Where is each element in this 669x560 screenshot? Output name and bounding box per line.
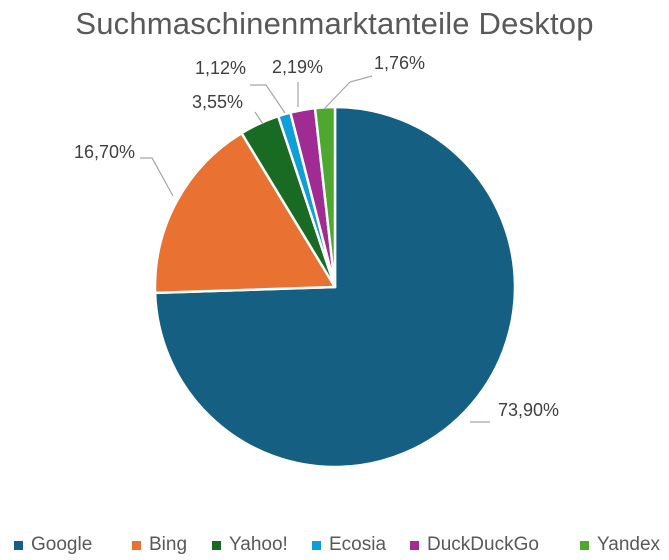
legend-swatch [14, 540, 23, 550]
leader-line [250, 84, 286, 114]
leader-line [140, 157, 174, 197]
legend: Google Bing Yahoo! Ecosia DuckDuckGo Yandex [0, 534, 669, 560]
data-label: 2,19% [272, 57, 323, 77]
data-label: 73,90% [498, 400, 559, 420]
legend-item: Google [14, 534, 92, 556]
legend-item: DuckDuckGo [410, 534, 539, 556]
legend-label: Google [31, 534, 93, 555]
pie-slices [153, 105, 517, 469]
legend-label: Yandex [597, 534, 661, 555]
pie-chart: 73,90% 16,70% 3,55% 1,12% 2,19% 1,76% [74, 53, 559, 469]
legend-swatch [580, 540, 589, 550]
legend-item: Ecosia [312, 534, 386, 556]
legend-label: DuckDuckGo [427, 534, 539, 555]
data-label: 3,55% [192, 92, 243, 112]
legend-label: Bing [149, 534, 188, 555]
legend-swatch [312, 540, 321, 550]
data-label: 1,76% [374, 53, 425, 73]
legend-swatch [410, 540, 419, 550]
pie-slice-bing [153, 131, 337, 295]
leader-lines [140, 75, 490, 423]
legend-item: Bing [132, 534, 187, 556]
data-label: 1,12% [195, 58, 246, 78]
legend-item: Yahoo! [212, 534, 288, 556]
legend-label: Ecosia [329, 534, 387, 555]
legend-label: Yahoo! [229, 534, 288, 555]
legend-item: Yandex [580, 534, 660, 556]
data-labels: 73,90% 16,70% 3,55% 1,12% 2,19% 1,76% [74, 53, 559, 420]
leader-line [324, 75, 373, 109]
chart-title: Suchmaschinenmarktanteile Desktop [75, 6, 594, 41]
data-label: 16,70% [74, 142, 135, 162]
legend-swatch [212, 540, 221, 550]
leader-line [254, 111, 264, 125]
legend-swatch [132, 540, 141, 550]
